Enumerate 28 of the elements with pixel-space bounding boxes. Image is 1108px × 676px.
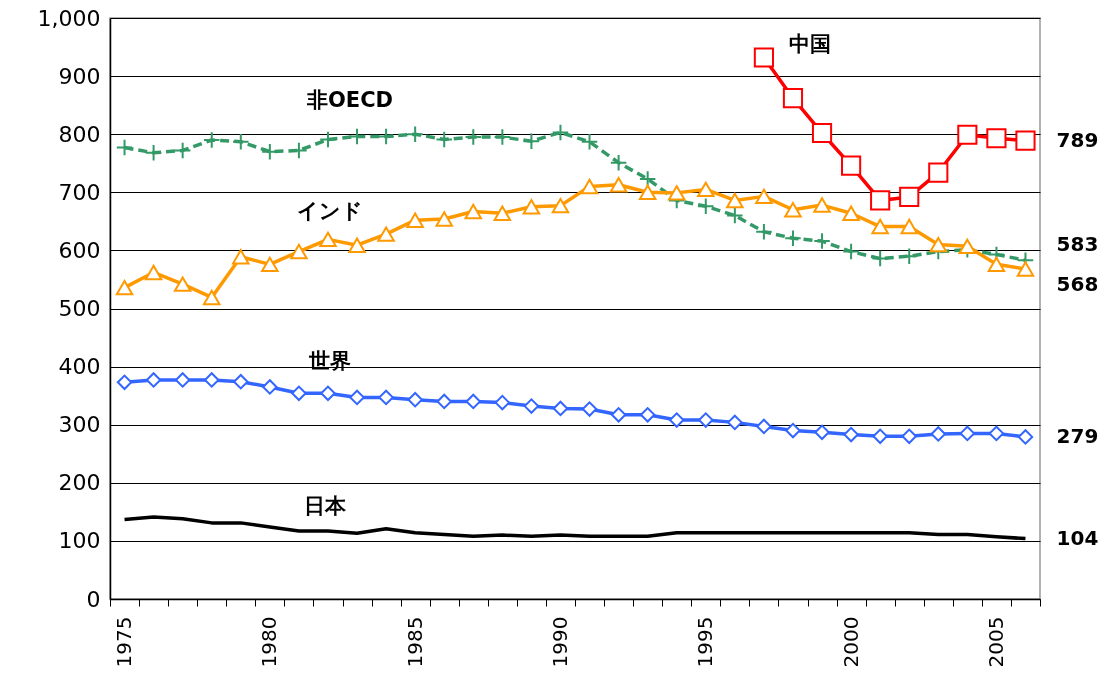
x-tick-label: 2000 — [838, 616, 863, 668]
data-label: 789 — [1056, 127, 1099, 152]
x-tick-label: 1995 — [693, 616, 718, 668]
data-label: 279 — [1056, 423, 1099, 448]
y-tick-label: 100 — [58, 528, 101, 554]
x-tick-label: 1990 — [547, 616, 572, 668]
x-tick-label: 1975 — [112, 616, 137, 668]
y-tick-label: 800 — [58, 121, 101, 147]
series-label: 非OECD — [306, 87, 394, 112]
series-label: インド — [296, 199, 363, 224]
y-tick-label: 400 — [58, 354, 101, 380]
x-tick-label: 1980 — [257, 616, 282, 668]
series-label: 日本 — [303, 494, 347, 519]
data-label: 568 — [1056, 271, 1099, 296]
y-tick-label: 600 — [58, 237, 101, 263]
y-tick-label: 0 — [86, 586, 101, 612]
y-tick-label: 300 — [58, 412, 101, 438]
y-tick-label: 900 — [58, 63, 101, 89]
series-label: 世界 — [307, 349, 351, 374]
y-tick-label: 1,000 — [37, 5, 101, 31]
x-tick-label: 2005 — [983, 616, 1008, 668]
series-label: 中国 — [788, 31, 831, 56]
x-tick-label: 1985 — [402, 616, 427, 668]
y-tick-label: 700 — [58, 179, 101, 205]
y-tick-label: 200 — [58, 470, 101, 496]
data-label: 104 — [1056, 525, 1099, 550]
data-label: 583 — [1056, 232, 1099, 257]
y-tick-label: 500 — [58, 296, 101, 321]
